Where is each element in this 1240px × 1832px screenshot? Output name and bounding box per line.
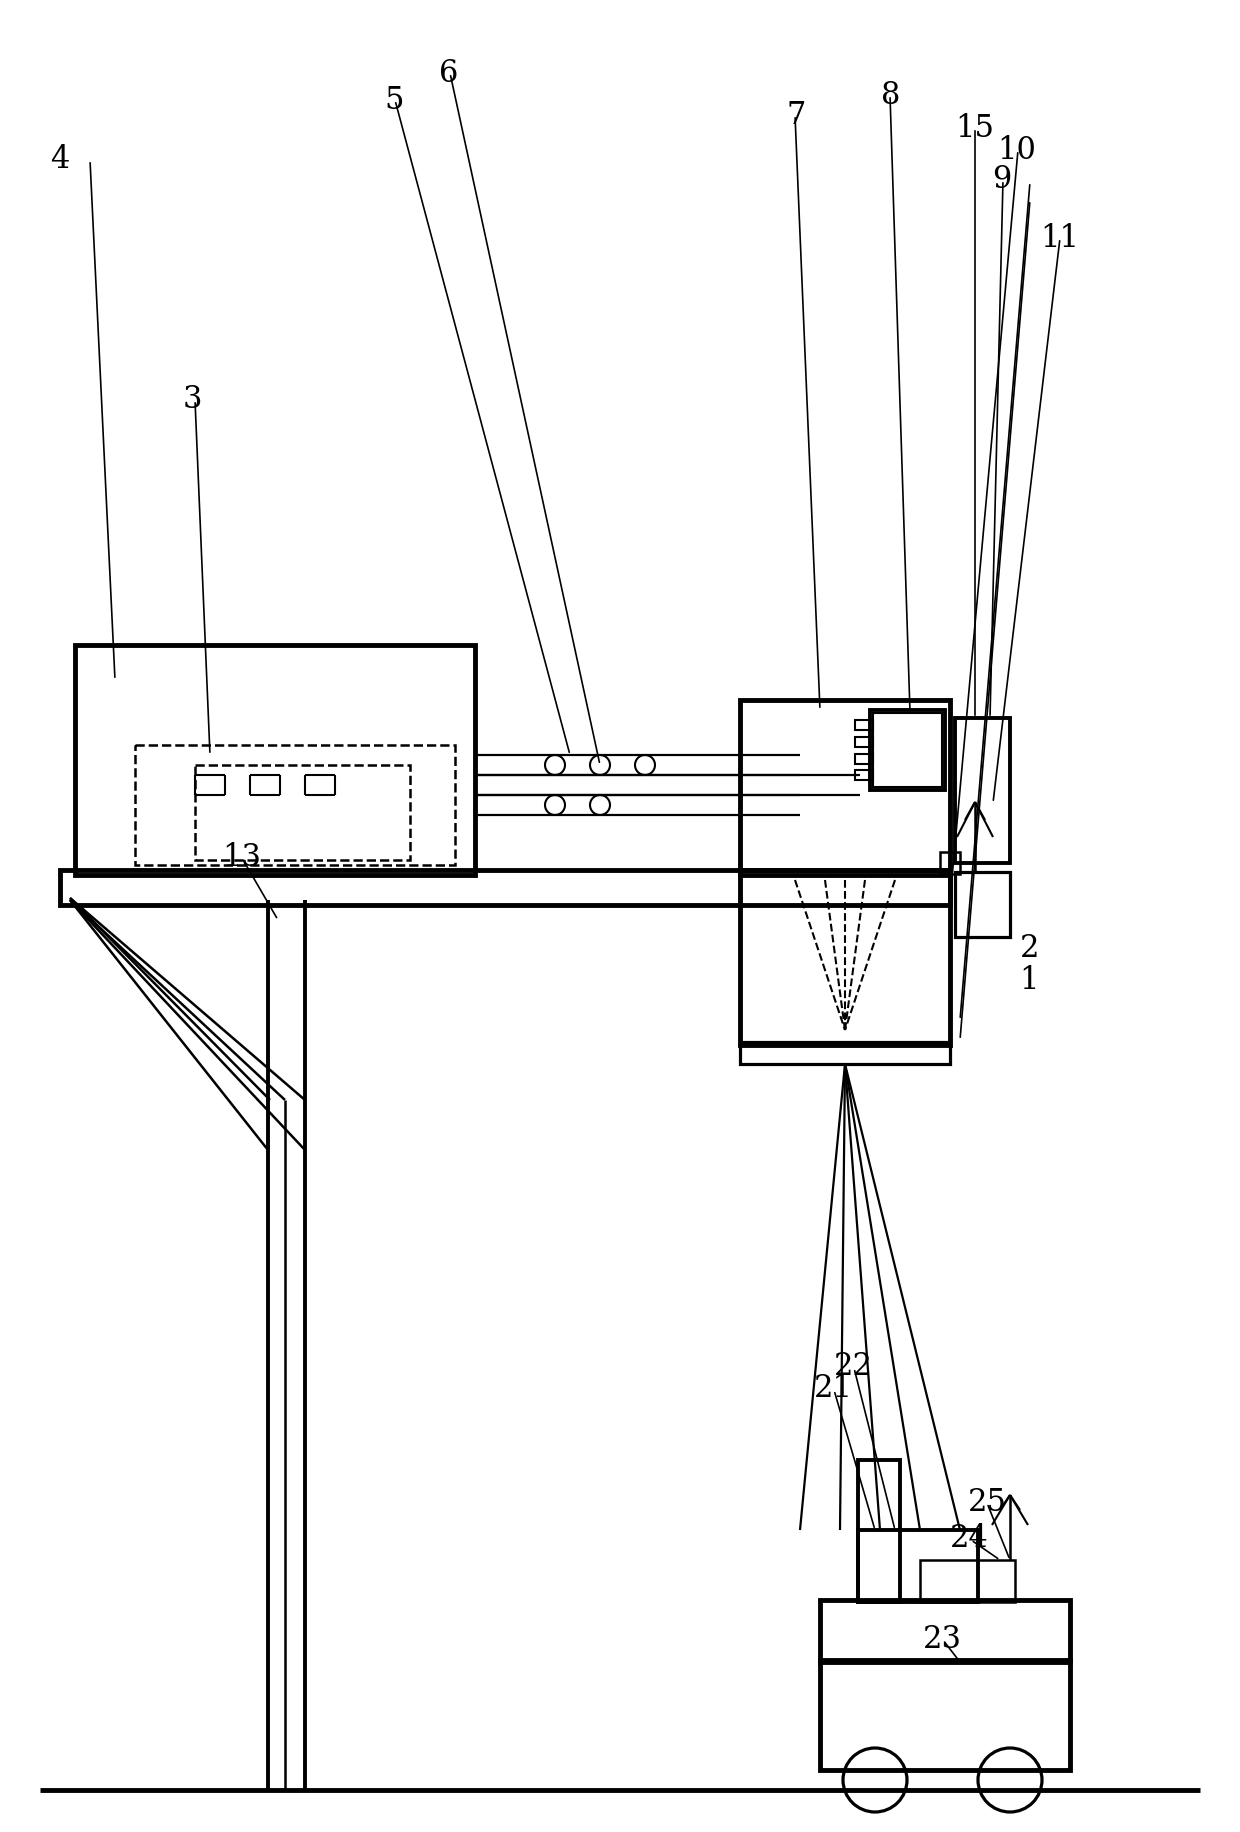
Text: 8: 8 <box>880 81 900 110</box>
Text: 21: 21 <box>813 1374 853 1403</box>
Bar <box>60 870 950 905</box>
Text: 11: 11 <box>1040 224 1080 253</box>
Text: 4: 4 <box>50 145 69 174</box>
Bar <box>870 711 945 790</box>
Bar <box>955 718 1011 863</box>
Bar <box>74 645 475 876</box>
Text: 7: 7 <box>786 101 806 130</box>
Text: 9: 9 <box>992 165 1012 194</box>
Bar <box>856 755 873 764</box>
Bar <box>856 720 873 729</box>
Text: 22: 22 <box>833 1352 873 1381</box>
Text: 1: 1 <box>1019 965 1039 995</box>
Bar <box>955 872 1011 936</box>
Bar <box>195 766 410 859</box>
Bar <box>820 1660 1070 1770</box>
Bar <box>858 1460 900 1601</box>
Text: 5: 5 <box>384 86 404 115</box>
Text: 25: 25 <box>967 1488 1007 1517</box>
Bar <box>740 870 950 1044</box>
Text: 24: 24 <box>950 1524 990 1554</box>
Bar <box>856 769 873 780</box>
Text: 3: 3 <box>182 385 202 414</box>
Bar <box>940 852 960 874</box>
Text: 2: 2 <box>1019 934 1039 964</box>
Text: 13: 13 <box>222 843 262 872</box>
Bar <box>858 1530 978 1601</box>
Bar <box>856 736 873 747</box>
Text: 6: 6 <box>439 59 459 88</box>
Bar <box>873 713 942 788</box>
Bar <box>920 1561 1016 1601</box>
Text: 10: 10 <box>997 136 1037 165</box>
Bar <box>135 746 455 865</box>
Text: 15: 15 <box>955 114 994 143</box>
Bar <box>820 1599 1070 1662</box>
Bar <box>740 1042 950 1064</box>
Bar <box>740 700 950 876</box>
Text: 23: 23 <box>923 1625 962 1654</box>
